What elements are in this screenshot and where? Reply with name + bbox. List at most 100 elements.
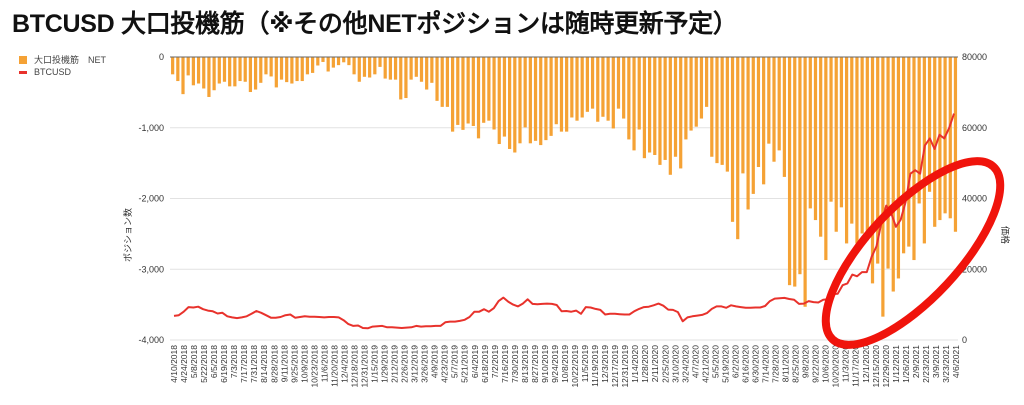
bar-net [772, 57, 776, 162]
bar-net [404, 57, 408, 99]
bar-net [876, 57, 880, 264]
bar-net [259, 57, 263, 83]
bar-net [725, 57, 729, 172]
bar-net [824, 57, 828, 261]
bar-net [419, 57, 424, 82]
x-tick-label: 11/17/2020 [851, 345, 861, 387]
bar-net [787, 57, 792, 286]
x-tick-label: 12/18/2018 [349, 345, 359, 388]
x-tick-label: 10/6/2020 [821, 345, 831, 383]
bar-net [565, 57, 569, 132]
bar-net [476, 57, 481, 139]
bar-net [539, 57, 543, 146]
bar-net [326, 57, 330, 72]
x-tick-label: 3/24/2020 [680, 345, 690, 383]
bar-net [471, 57, 475, 126]
bar-net [762, 57, 766, 185]
bar-net [238, 57, 242, 82]
x-tick-label: 4/24/2018 [179, 345, 189, 383]
bar-net [756, 57, 761, 168]
bar-net [813, 57, 818, 221]
bar-net [710, 57, 714, 157]
bar-net [622, 57, 626, 119]
bar-net [927, 57, 932, 192]
bar-net [430, 57, 434, 83]
bar-net [492, 57, 496, 130]
bar-net [222, 57, 227, 82]
x-tick-label: 12/17/2019 [610, 345, 620, 388]
bar-net [653, 57, 657, 155]
bar-net [793, 57, 797, 287]
x-tick-label: 5/5/2020 [710, 345, 720, 378]
bar-net [533, 57, 538, 141]
bar-net [264, 57, 268, 75]
bar-net [311, 57, 315, 73]
bar-net [767, 57, 771, 144]
bar-net [606, 57, 610, 121]
bar-net [865, 57, 869, 241]
x-tick-label: 5/7/2019 [450, 345, 460, 378]
bar-net [362, 57, 367, 77]
legend-item-btcusd: BTCUSD [19, 67, 71, 77]
bar-net [689, 57, 693, 131]
x-tick-label: 12/31/2018 [359, 345, 369, 388]
bar-net [497, 57, 501, 145]
bar-net [212, 57, 216, 91]
bar-net [829, 57, 833, 202]
y-axis-label-left: ポジション数 [122, 208, 133, 262]
bar-net [590, 57, 595, 109]
x-tick-label: 10/22/2019 [570, 345, 580, 388]
bar-net [409, 57, 413, 80]
x-tick-label: 11/19/2019 [590, 345, 600, 387]
bar-net [585, 57, 589, 112]
x-tick-label: 5/19/2020 [720, 345, 730, 383]
bar-net [373, 57, 377, 75]
bar-net [673, 57, 678, 157]
bar-net [933, 57, 937, 227]
bar-net [803, 57, 807, 307]
x-tick-label: 11/6/2018 [319, 345, 329, 382]
x-tick-label: 8/14/2018 [259, 345, 269, 383]
x-tick-label: 7/2/2019 [490, 345, 500, 378]
bar-net [487, 57, 491, 121]
x-tick-label: 3/26/2019 [420, 345, 430, 383]
x-tick-label: 9/25/2018 [289, 345, 299, 383]
y-tick-label-left: -2,000 [138, 194, 164, 204]
bar-net [601, 57, 605, 117]
bar-net [336, 57, 341, 66]
x-tick-label: 7/16/2019 [500, 345, 510, 383]
x-tick-label: 2/12/2019 [390, 345, 400, 383]
x-tick-label: 8/27/2019 [530, 345, 540, 383]
x-tick-label: 8/11/2020 [781, 345, 791, 382]
bar-net [559, 57, 564, 132]
bar-net [741, 57, 745, 174]
bar-net [186, 57, 190, 76]
x-tick-label: 5/21/2019 [460, 345, 470, 383]
y-tick-label-left: 0 [159, 52, 164, 62]
bar-net [290, 57, 294, 84]
bar-net [860, 57, 864, 234]
bar-net [342, 57, 346, 63]
x-tick-label: 2/11/2020 [650, 345, 660, 382]
x-tick-label: 4/9/2019 [430, 345, 440, 378]
bar-net [596, 57, 600, 122]
x-tick-label: 1/15/2019 [370, 345, 380, 383]
x-tick-label: 5/8/2018 [189, 345, 199, 378]
bar-net [751, 57, 755, 194]
bar-net [316, 57, 320, 66]
bar-net [295, 57, 299, 82]
bar-net [357, 57, 361, 82]
bar-net [844, 57, 849, 244]
bar-net [746, 57, 750, 210]
bar-net [228, 57, 232, 87]
bar-net [202, 57, 206, 89]
x-tick-label: 9/22/2020 [811, 345, 821, 383]
x-tick-label: 7/30/2019 [510, 345, 520, 383]
bar-net [611, 57, 615, 129]
x-tick-label: 4/10/2018 [169, 345, 179, 383]
x-tick-label: 1/28/2020 [640, 345, 650, 383]
bar-net [632, 57, 636, 151]
bar-net [850, 57, 854, 224]
x-tick-label: 8/28/2018 [269, 345, 279, 383]
x-tick-label: 10/20/2020 [831, 345, 841, 388]
